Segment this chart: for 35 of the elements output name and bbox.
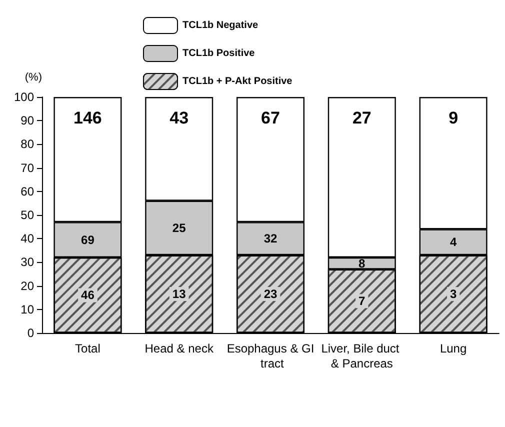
annotation: 25	[172, 220, 186, 235]
y-tick-label: 40	[20, 232, 34, 246]
annotation: 43	[170, 108, 189, 128]
annotation: 4	[450, 235, 457, 250]
annotation: 146	[74, 108, 102, 128]
annotation: 7	[358, 294, 366, 308]
annotation: 27	[352, 108, 372, 128]
legend-label: TCL1b Negative	[182, 20, 259, 31]
x-tick-label: Liver, Bile duct & Pancreas	[321, 342, 403, 370]
annotation: 32	[264, 232, 278, 246]
x-tick-label: Esophagus & GI tract	[226, 342, 314, 370]
x-tick-label: Lung	[440, 342, 467, 356]
annotation: 13	[172, 287, 186, 302]
annotation: 3	[450, 287, 457, 302]
y-tick-label: 20	[20, 278, 34, 293]
y-tick-label: 10	[20, 302, 34, 316]
annotation: 67	[261, 108, 280, 128]
legend-label: TCL1b Positive	[182, 48, 256, 59]
y-axis-title: (%)	[24, 72, 42, 84]
y-tick-label: 50	[20, 208, 34, 222]
y-tick-label: 60	[20, 184, 34, 198]
y-tick-label: 0	[27, 326, 34, 340]
y-tick-label: 100	[14, 90, 34, 104]
annotation: 8	[358, 256, 366, 270]
annotation: 23	[264, 287, 278, 302]
y-tick-label: 30	[20, 255, 34, 270]
legend-label: TCL1b + P-Akt Positive	[182, 76, 293, 87]
y-tick-label: 70	[20, 160, 34, 175]
y-tick-label: 90	[20, 114, 34, 128]
annotation: 69	[81, 232, 95, 247]
annotation: 9	[448, 108, 458, 128]
annotation: 46	[81, 288, 95, 302]
y-tick-label: 80	[20, 137, 34, 152]
x-tick-label: Total	[75, 342, 100, 356]
x-tick-label: Head & neck	[144, 342, 214, 356]
